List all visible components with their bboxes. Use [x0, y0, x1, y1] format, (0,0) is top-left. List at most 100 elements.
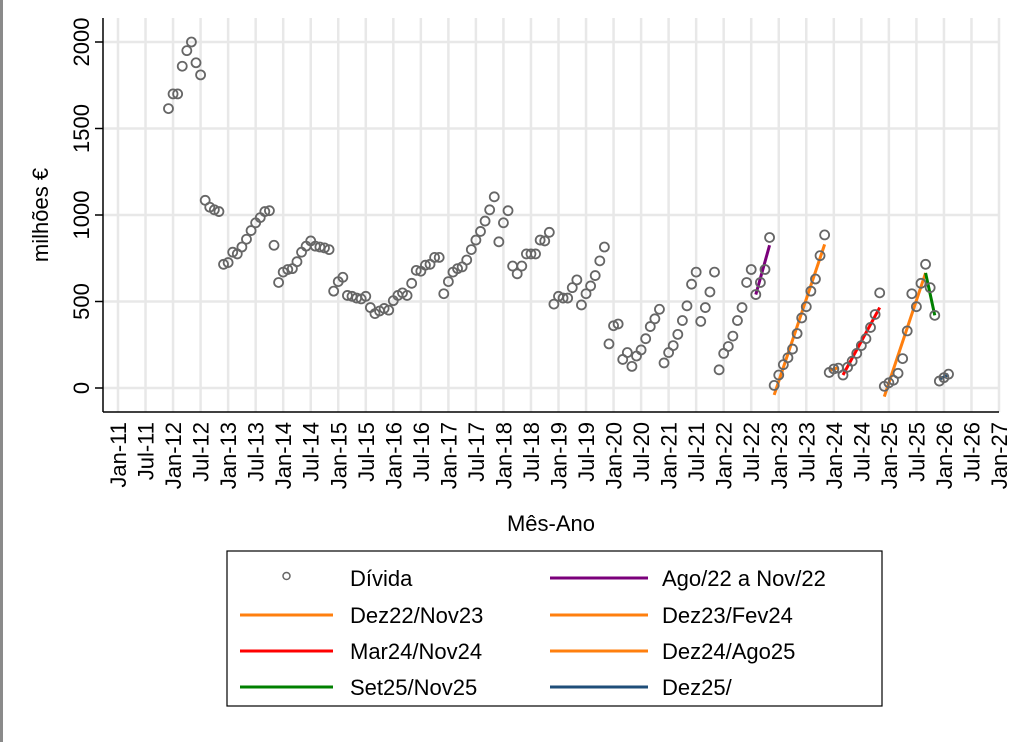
data-point: [631, 350, 642, 362]
data-point: [580, 288, 592, 300]
x-tick-label: Jan-27: [987, 422, 1012, 489]
data-point: [924, 282, 936, 294]
data-point: [259, 206, 271, 217]
data-point: [442, 276, 454, 288]
data-point: [186, 36, 197, 48]
legend-label: Mar24/Nov24: [350, 639, 482, 664]
y-tick-label: 1500: [69, 104, 94, 153]
data-point: [686, 278, 697, 290]
x-tick-label: Jul-14: [299, 422, 324, 482]
data-point: [727, 330, 739, 342]
data-point: [498, 217, 509, 229]
data-point: [865, 322, 876, 333]
data-point: [525, 248, 537, 260]
data-point: [245, 225, 257, 236]
x-tick-label: Jul-11: [134, 422, 159, 480]
data-point: [796, 312, 808, 324]
data-point: [465, 244, 477, 256]
x-tick-label: Jan-14: [271, 422, 296, 489]
x-tick-label: Jan-24: [822, 422, 847, 489]
legend-label: Dez23/Fev24: [662, 603, 793, 628]
data-point: [814, 250, 826, 262]
legend-label: Dívida: [350, 566, 413, 591]
x-tick-label: Jan-22: [712, 422, 737, 489]
data-point: [264, 205, 275, 217]
x-tick-label: Jul-15: [354, 422, 379, 482]
x-tick-label: Jul-12: [189, 422, 214, 482]
x-tick-label: Jan-12: [161, 422, 186, 489]
data-points: [163, 36, 954, 392]
x-tick-label: Jul-26: [959, 422, 984, 482]
data-point: [420, 259, 431, 271]
gridlines: [103, 18, 1001, 412]
x-tick-label: Jan-26: [932, 422, 957, 489]
data-point: [543, 226, 555, 238]
data-point: [484, 204, 496, 216]
data-point: [598, 241, 610, 253]
data-point: [943, 368, 954, 380]
data-point: [699, 302, 711, 313]
data-point: [754, 277, 766, 288]
data-point: [846, 355, 858, 367]
data-point: [626, 360, 638, 372]
x-tick-label: Jan-15: [326, 422, 351, 489]
data-point: [475, 226, 486, 237]
data-point: [328, 285, 340, 297]
data-point: [530, 248, 541, 260]
data-point: [837, 369, 849, 381]
legend-label: Dez24/Ago25: [662, 639, 795, 664]
data-point: [429, 251, 441, 263]
data-point: [337, 271, 349, 283]
x-tick-label: Jan-25: [877, 422, 902, 489]
data-point: [176, 60, 188, 72]
data-point: [704, 286, 716, 298]
data-point: [190, 57, 202, 69]
x-tick-label: Jan-23: [767, 422, 792, 489]
data-point: [172, 88, 184, 100]
data-point: [819, 229, 831, 241]
legend-marker: [282, 571, 291, 581]
data-point: [470, 234, 482, 246]
data-point: [383, 304, 395, 316]
data-point: [502, 205, 514, 217]
data-point: [695, 315, 707, 327]
y-tick-label: 0: [69, 382, 94, 394]
data-point: [621, 347, 633, 358]
data-point: [791, 328, 803, 339]
data-point: [576, 299, 587, 311]
data-point: [589, 270, 601, 281]
x-tick-label: Jan-11: [106, 422, 131, 488]
legend-label: Ago/22 a Nov/22: [662, 566, 826, 591]
data-point: [167, 88, 179, 100]
data-point: [433, 251, 445, 263]
y-tick-label: 500: [69, 283, 94, 320]
data-point: [222, 257, 234, 268]
data-point: [773, 369, 785, 381]
data-point: [709, 266, 720, 278]
data-point: [612, 318, 624, 330]
data-point: [745, 264, 757, 275]
data-point: [296, 246, 307, 258]
data-point: [732, 315, 743, 326]
legend-label: Dez22/Nov23: [350, 603, 483, 628]
data-point: [493, 236, 505, 248]
data-point: [644, 321, 656, 332]
y-tick-label: 1000: [69, 191, 94, 240]
data-point: [566, 282, 578, 294]
data-point: [195, 69, 206, 81]
trend-line: [924, 272, 937, 316]
data-point: [874, 287, 886, 299]
data-point: [736, 302, 748, 313]
data-point: [667, 340, 679, 352]
y-axis-title: milhões €: [28, 168, 53, 262]
data-point: [800, 301, 812, 313]
data-point: [860, 333, 872, 345]
data-point: [768, 380, 780, 391]
x-tick-label: Jul-24: [849, 422, 874, 482]
data-point: [901, 325, 913, 337]
data-point: [915, 277, 927, 289]
x-tick-label: Jul-22: [739, 422, 764, 482]
data-point: [911, 301, 922, 313]
x-tick-label: Jul-23: [794, 422, 819, 482]
